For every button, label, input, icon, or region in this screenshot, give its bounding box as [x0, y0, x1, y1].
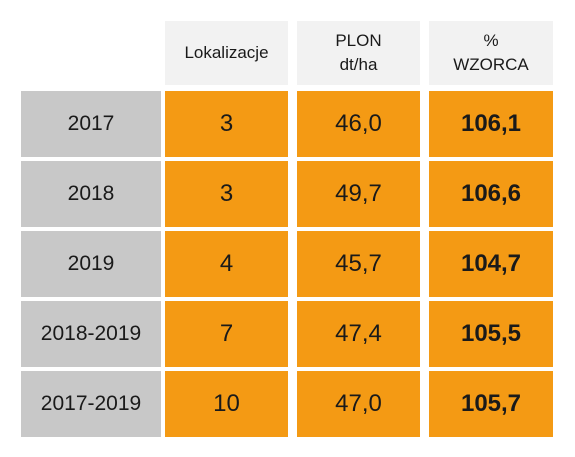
- wzorca-value: 106,6: [429, 161, 553, 227]
- header-wzorca: % WZORCA: [429, 21, 553, 85]
- header-lokalizacje-label: Lokalizacje: [184, 43, 269, 62]
- row-label: 2017-2019: [21, 371, 161, 437]
- wzorca-value: 106,1: [429, 91, 553, 157]
- plon-value: 46,0: [297, 91, 420, 157]
- header-wzorca-label: WZORCA: [453, 55, 529, 74]
- row-label: 2018: [21, 161, 161, 227]
- wzorca-value: 104,7: [429, 231, 553, 297]
- lokalizacje-value: 7: [165, 301, 288, 367]
- lokalizacje-value: 10: [165, 371, 288, 437]
- plon-value: 47,4: [297, 301, 420, 367]
- header-wzorca-percent: %: [483, 31, 499, 50]
- row-label: 2018-2019: [21, 301, 161, 367]
- row-label: 2017: [21, 91, 161, 157]
- header-lokalizacje: Lokalizacje: [165, 21, 288, 85]
- plon-value: 45,7: [297, 231, 420, 297]
- plon-value: 49,7: [297, 161, 420, 227]
- header-plon-label: PLON: [335, 31, 382, 50]
- header-plon: PLON dt/ha: [297, 21, 420, 85]
- wzorca-value: 105,5: [429, 301, 553, 367]
- lokalizacje-value: 4: [165, 231, 288, 297]
- row-label: 2019: [21, 231, 161, 297]
- lokalizacje-value: 3: [165, 161, 288, 227]
- wzorca-value: 105,7: [429, 371, 553, 437]
- plon-value: 47,0: [297, 371, 420, 437]
- header-plon-unit: dt/ha: [339, 55, 378, 74]
- lokalizacje-value: 3: [165, 91, 288, 157]
